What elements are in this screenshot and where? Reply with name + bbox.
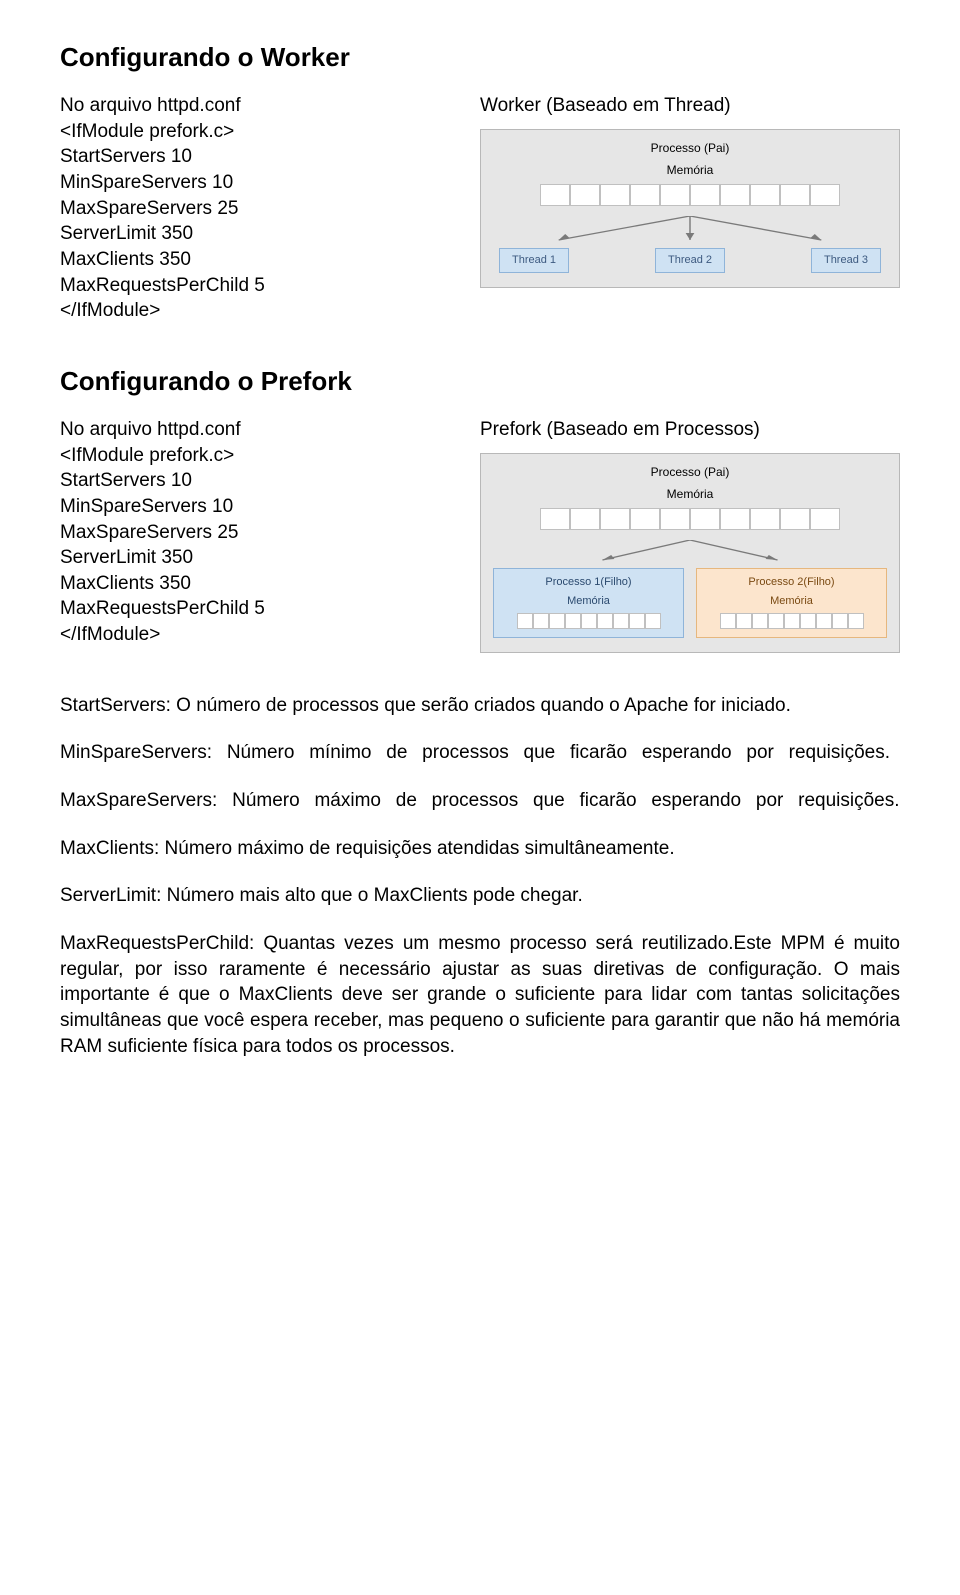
- definition-maxspareservers: MaxSpareServers: Número máximo de proces…: [60, 788, 900, 814]
- child-process-2-mem-label: Memória: [705, 594, 878, 609]
- thread-box: Thread 1: [499, 248, 569, 273]
- section2-title: Configurando o Prefork: [60, 364, 900, 399]
- child-process-1-title: Processo 1(Filho): [502, 575, 675, 590]
- memory-cell: [533, 613, 549, 629]
- code-line: No arquivo httpd.conf: [60, 417, 440, 443]
- worker-thread-row: Thread 1 Thread 2 Thread 3: [493, 248, 887, 273]
- memory-cell: [752, 613, 768, 629]
- prefork-process-row: Processo 1(Filho) Memória Processo 2(Fil…: [493, 568, 887, 638]
- memory-cell: [570, 184, 600, 206]
- code-line: ServerLimit 350: [60, 545, 440, 571]
- prefork-memory-row: [493, 508, 887, 530]
- thread-box: Thread 2: [655, 248, 725, 273]
- memory-cell: [720, 508, 750, 530]
- section2-code: No arquivo httpd.conf <IfModule prefork.…: [60, 417, 440, 648]
- code-line: MaxSpareServers 25: [60, 520, 440, 546]
- section2-row: No arquivo httpd.conf <IfModule prefork.…: [60, 417, 900, 653]
- thread-box: Thread 3: [811, 248, 881, 273]
- memory-cell: [832, 613, 848, 629]
- memory-cell: [660, 508, 690, 530]
- worker-parent-title: Processo (Pai): [493, 140, 887, 156]
- code-line: StartServers 10: [60, 468, 440, 494]
- memory-cell: [540, 508, 570, 530]
- definitions: StartServers: O número de processos que …: [60, 693, 900, 1059]
- memory-cell: [690, 508, 720, 530]
- definition-maxrequestsperchild: MaxRequestsPerChild: Quantas vezes um me…: [60, 931, 900, 1059]
- memory-cell: [600, 508, 630, 530]
- memory-cell: [800, 613, 816, 629]
- definition-maxclients: MaxClients: Número máximo de requisições…: [60, 836, 900, 862]
- section1-row: No arquivo httpd.conf <IfModule prefork.…: [60, 93, 900, 324]
- child-process-1: Processo 1(Filho) Memória: [493, 568, 684, 638]
- child-process-1-mem: [502, 613, 675, 629]
- code-line: StartServers 10: [60, 144, 440, 170]
- memory-cell: [810, 184, 840, 206]
- child-process-2-title: Processo 2(Filho): [705, 575, 878, 590]
- memory-cell: [570, 508, 600, 530]
- code-line: MaxRequestsPerChild 5: [60, 273, 440, 299]
- definition-startservers: StartServers: O número de processos que …: [60, 693, 900, 719]
- definition-minspareservers: MinSpareServers: Número mínimo de proces…: [60, 740, 900, 766]
- code-line: ServerLimit 350: [60, 221, 440, 247]
- code-line: MaxClients 350: [60, 247, 440, 273]
- child-process-2-mem: [705, 613, 878, 629]
- memory-cell: [750, 508, 780, 530]
- code-line: MinSpareServers 10: [60, 170, 440, 196]
- memory-cell: [565, 613, 581, 629]
- definition-serverlimit: ServerLimit: Número mais alto que o MaxC…: [60, 883, 900, 909]
- memory-cell: [645, 613, 661, 629]
- memory-cell: [630, 508, 660, 530]
- memory-cell: [816, 613, 832, 629]
- prefork-arrows: [493, 540, 887, 564]
- memory-cell: [549, 613, 565, 629]
- code-line: No arquivo httpd.conf: [60, 93, 440, 119]
- code-line: MaxSpareServers 25: [60, 196, 440, 222]
- code-line: MinSpareServers 10: [60, 494, 440, 520]
- memory-cell: [768, 613, 784, 629]
- worker-diagram: Processo (Pai) Memória Thread 1 Thread 2…: [480, 129, 900, 288]
- section2-diagram-col: Prefork (Baseado em Processos) Processo …: [480, 417, 900, 653]
- child-process-2: Processo 2(Filho) Memória: [696, 568, 887, 638]
- memory-cell: [517, 613, 533, 629]
- code-line: MaxRequestsPerChild 5: [60, 596, 440, 622]
- memory-cell: [784, 613, 800, 629]
- memory-cell: [613, 613, 629, 629]
- memory-cell: [540, 184, 570, 206]
- memory-cell: [780, 508, 810, 530]
- memory-cell: [810, 508, 840, 530]
- memory-cell: [720, 613, 736, 629]
- memory-cell: [581, 613, 597, 629]
- memory-cell: [597, 613, 613, 629]
- memory-cell: [600, 184, 630, 206]
- code-line: </IfModule>: [60, 298, 440, 324]
- memory-cell: [630, 184, 660, 206]
- code-line: <IfModule prefork.c>: [60, 119, 440, 145]
- memory-cell: [690, 184, 720, 206]
- prefork-diagram: Processo (Pai) Memória Processo 1(Filho)…: [480, 453, 900, 653]
- prefork-memory-label: Memória: [493, 486, 887, 502]
- worker-memory-label: Memória: [493, 162, 887, 178]
- section1-title: Configurando o Worker: [60, 40, 900, 75]
- memory-cell: [848, 613, 864, 629]
- code-line: <IfModule prefork.c>: [60, 443, 440, 469]
- worker-memory-row: [493, 184, 887, 206]
- memory-cell: [720, 184, 750, 206]
- worker-diagram-label: Worker (Baseado em Thread): [480, 93, 900, 119]
- memory-cell: [660, 184, 690, 206]
- worker-arrows: [493, 216, 887, 244]
- code-line: </IfModule>: [60, 622, 440, 648]
- section1-code: No arquivo httpd.conf <IfModule prefork.…: [60, 93, 440, 324]
- memory-cell: [629, 613, 645, 629]
- child-process-1-mem-label: Memória: [502, 594, 675, 609]
- prefork-parent-title: Processo (Pai): [493, 464, 887, 480]
- memory-cell: [736, 613, 752, 629]
- code-line: MaxClients 350: [60, 571, 440, 597]
- prefork-diagram-label: Prefork (Baseado em Processos): [480, 417, 900, 443]
- memory-cell: [750, 184, 780, 206]
- section1-diagram-col: Worker (Baseado em Thread) Processo (Pai…: [480, 93, 900, 288]
- memory-cell: [780, 184, 810, 206]
